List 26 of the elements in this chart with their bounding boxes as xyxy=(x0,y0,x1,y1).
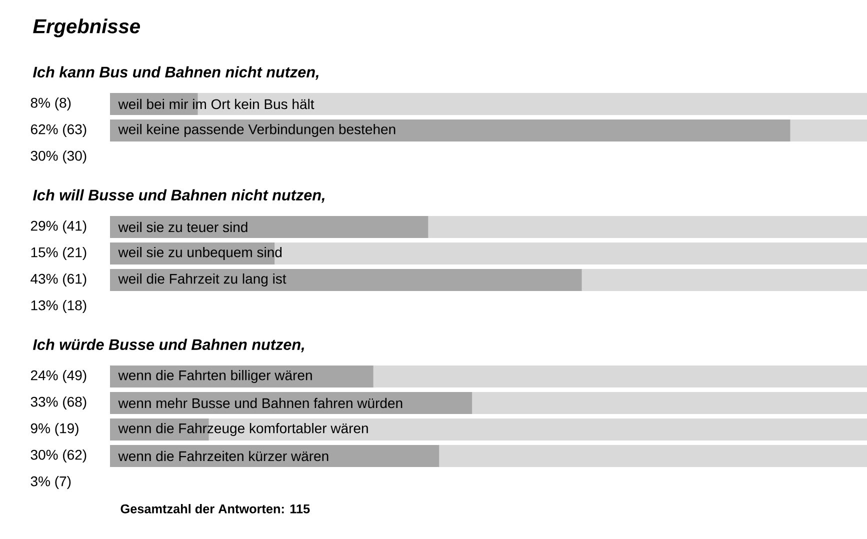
data-label: 15% (21) xyxy=(31,246,86,260)
y-tick-label: wenn die Fahrzeuge komfortabler wären xyxy=(118,422,368,436)
chart-subtitle: Ich kann Bus und Bahnen nicht nutzen, xyxy=(32,66,318,80)
data-label: 24% (49) xyxy=(30,370,86,384)
data-label: 43% (61) xyxy=(30,273,86,287)
data-label: 8% (8) xyxy=(30,97,71,111)
data-label: 30% (62) xyxy=(30,449,86,463)
text: Gesamtzahl der Antworten: 115 xyxy=(120,504,310,514)
y-tick-label: wenn die Fahrten billiger wären xyxy=(118,370,312,384)
y-tick-label: weil sie zu unbequem sind xyxy=(118,246,282,260)
y-tick-label: wenn die Fahrzeiten kürzer wären xyxy=(118,450,328,462)
text: 13% (18) xyxy=(31,300,86,314)
y-tick-label: weil bei mir im Ort kein Bus hält xyxy=(118,98,314,110)
data-label: 33% (68) xyxy=(30,396,86,410)
text: 30% (30) xyxy=(30,150,86,164)
y-tick-label: wenn mehr Busse und Bahnen fahren würden xyxy=(118,398,402,408)
data-label: 29% (41) xyxy=(30,220,86,234)
chart-title: Ergebnisse xyxy=(33,18,140,38)
text: 3% (7) xyxy=(30,476,71,490)
y-tick-label: weil sie zu teuer sind xyxy=(118,222,248,232)
chart-title: Ich will Busse und Bahnen nicht nutzen, xyxy=(32,189,324,203)
y-tick-label: weil keine passende Verbindungen bestehen xyxy=(118,124,396,138)
data-label: 9% (19) xyxy=(30,422,78,436)
chart-title: Ich würde Busse und Bahnen nutzen, xyxy=(32,338,304,352)
y-tick-label: weil die Fahrzeit zu lang ist xyxy=(118,273,286,287)
data-label: 62% (63) xyxy=(30,124,86,138)
